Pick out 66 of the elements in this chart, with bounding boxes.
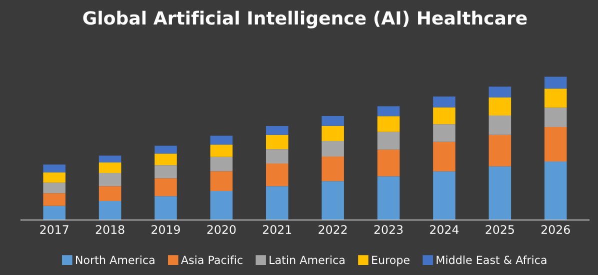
bar (433, 142, 456, 172)
bar (266, 126, 288, 135)
bar (544, 108, 567, 128)
bar (377, 106, 400, 116)
bar (488, 166, 512, 220)
bar (266, 134, 288, 150)
x-tick-label: 2017 (40, 225, 68, 234)
bar (433, 171, 456, 220)
chart-title: Global Artificial Intelligence (AI) Healthcare (83, 10, 527, 28)
bar (544, 88, 567, 108)
legend-label: Middle East & Africa (436, 256, 546, 264)
bar (433, 107, 456, 124)
bar (210, 171, 233, 192)
x-tick-label: 2019 (152, 225, 180, 234)
bar (322, 141, 344, 157)
bar (544, 76, 567, 89)
bar (210, 191, 233, 220)
bar (154, 154, 177, 166)
legend-label: North America (76, 256, 154, 264)
x-tick-label: 2023 (374, 225, 403, 234)
bar (322, 156, 344, 182)
bar (377, 132, 400, 150)
bar (377, 150, 400, 176)
bar (98, 156, 122, 163)
bar (322, 181, 344, 220)
bar (266, 186, 288, 220)
bar (98, 162, 122, 174)
bar (433, 124, 456, 142)
x-tick-label: 2025 (486, 225, 514, 234)
bar (154, 178, 177, 196)
bar (433, 96, 456, 108)
bar (43, 206, 66, 220)
bar (210, 136, 233, 145)
bar (154, 196, 177, 220)
x-tick-label: 2018 (96, 225, 124, 234)
bar (210, 144, 233, 157)
bar (98, 173, 122, 186)
bar (322, 126, 344, 142)
bar (43, 172, 66, 183)
bar (154, 165, 177, 178)
bar (377, 176, 400, 220)
x-tick-label: 2026 (541, 225, 570, 234)
x-tick-label: 2022 (318, 225, 347, 234)
bar (43, 193, 66, 206)
bar (488, 86, 512, 98)
bar (488, 116, 512, 135)
legend-label: Asia Pacific (181, 256, 242, 264)
bar (98, 200, 122, 220)
bar (154, 146, 177, 154)
bar (266, 149, 288, 164)
bar (544, 162, 567, 220)
bar (43, 164, 66, 172)
x-tick-label: 2020 (207, 225, 236, 234)
bar (488, 98, 512, 116)
legend-label: Latin America (270, 256, 344, 264)
bar (377, 116, 400, 132)
x-tick-label: 2021 (262, 225, 292, 234)
bar (266, 164, 288, 186)
bar (488, 134, 512, 166)
legend-label: Europe (372, 256, 410, 266)
bar (98, 186, 122, 201)
bar (210, 156, 233, 172)
x-tick-label: 2024 (430, 225, 459, 234)
bar (544, 127, 567, 162)
bar (322, 116, 344, 126)
bar (43, 182, 66, 194)
